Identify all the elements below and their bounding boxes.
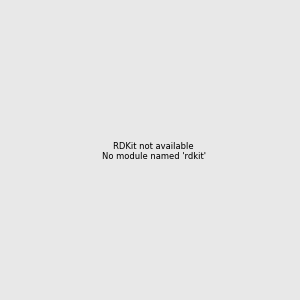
Text: RDKit not available
No module named 'rdkit': RDKit not available No module named 'rdk… xyxy=(102,142,206,161)
